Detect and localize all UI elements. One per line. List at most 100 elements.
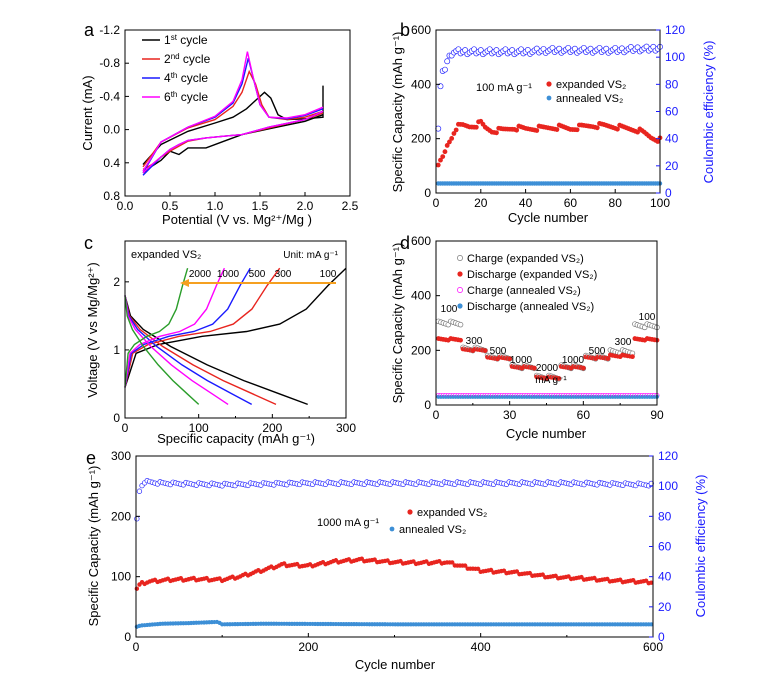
panel-c-rate-label: 1000 (217, 269, 240, 280)
panel-b-xtick-label: 40 (519, 196, 533, 210)
panel-d-xlabel: Cycle number (506, 426, 587, 441)
panel-d-ytick-label: 0 (424, 398, 431, 412)
panel-d-ytick-label: 600 (411, 234, 431, 248)
panel-d-rate-label: 100 (639, 312, 656, 323)
panel-d-rate-label: 300 (615, 337, 632, 348)
panel-a-xtick-label: 1.0 (207, 199, 224, 213)
expanded-capacity-point (649, 580, 654, 585)
cv-cathodic-1 (142, 114, 324, 174)
panel-e-y2tick-label: 120 (658, 449, 678, 463)
panel-b-ytick-label: 400 (411, 77, 431, 91)
panel-e-y2tick-label: 20 (658, 600, 672, 614)
discharge-curve-300 (124, 295, 277, 406)
discharge-curve-1000 (124, 295, 229, 405)
panel-d-rate-label: 1000 (562, 355, 585, 366)
expanded-capacity-point (494, 130, 499, 136)
panel-e-legend-annealed: annealed VS₂ (399, 524, 466, 536)
panel-d-legend-marker (457, 255, 463, 261)
panel-b-xtick-label: 60 (564, 196, 578, 210)
panel-c-xtick-label: 100 (189, 421, 209, 435)
legend-label-1: 1st cycle (164, 33, 208, 48)
panel-a-xtick-label: 2.5 (342, 199, 359, 213)
panel-e-xlabel: Cycle number (355, 657, 436, 672)
expanded-capacity-point (475, 566, 481, 571)
expanded-capacity-point (574, 127, 580, 133)
legend-rest: cycle (180, 52, 211, 66)
panel-e-rate-annotation: 1000 mA g⁻¹ (317, 517, 379, 529)
panel-c-letter: c (84, 233, 93, 253)
expanded-capacity-point (444, 143, 450, 148)
panel-b-y2tick-label: 20 (665, 159, 679, 173)
panel-d-legend-label: Charge (annealed VS₂) (467, 285, 581, 297)
discharge-expanded-point (630, 354, 635, 360)
panel-c-rate-label: 500 (249, 269, 266, 280)
discharge-expanded-point (507, 356, 513, 362)
panel-e-y2tick-label: 40 (658, 570, 672, 584)
panel-c-xtick-label: 0 (122, 421, 129, 435)
expanded-capacity-point (554, 127, 560, 132)
panel-e-y2tick-label: 0 (658, 630, 665, 644)
panel-a-ylabel: Current (mA) (80, 75, 95, 150)
expanded-capacity-point (440, 154, 446, 159)
panel-a-ytick-label: 0.0 (103, 123, 120, 137)
panel-c-rate-label: 100 (320, 269, 337, 280)
expanded-capacity-point (462, 563, 468, 568)
panel-b-y2label: Coulombic efficiency (%) (701, 41, 716, 184)
panel-d-ytick-label: 400 (411, 289, 431, 303)
panel-d-legend-marker (457, 271, 463, 277)
panel-a-ytick-label: -0.8 (99, 56, 120, 70)
panel-d-rate-label: 1000 (510, 355, 533, 366)
panel-e-ytick-label: 0 (124, 630, 131, 644)
panel-a-ytick-label: -1.2 (99, 23, 120, 37)
discharge-expanded-point (605, 356, 611, 361)
legend-marker-annealed (389, 526, 395, 532)
panel-d-legend-label: Charge (expanded VS₂) (467, 253, 584, 265)
ce-point (134, 516, 140, 522)
panel-b-ylabel: Specific Capacity (mAh g⁻¹) (390, 32, 405, 193)
charge-curve-2000 (124, 268, 189, 388)
legend-marker-expanded (407, 509, 413, 515)
panel-e-letter: e (86, 448, 96, 468)
expanded-capacity-point (447, 139, 452, 145)
expanded-capacity-point (615, 126, 620, 132)
panel-d-legend-marker (457, 287, 463, 293)
expanded-capacity-point (514, 127, 520, 133)
panel-e-legend-expanded: expanded VS₂ (417, 507, 487, 519)
panel-d-rate-label: 500 (490, 346, 507, 357)
legend-rest: cycle (177, 90, 208, 104)
expanded-capacity-point (527, 570, 532, 576)
legend-sup: nd (171, 52, 180, 61)
ce-point (437, 83, 444, 90)
panel-d-xtick-label: 90 (650, 408, 664, 422)
panel-e-y2tick-label: 100 (658, 479, 678, 493)
ce-point (442, 66, 448, 73)
panel-d-rate-label: 300 (466, 336, 483, 347)
panel-a-ytick-label: 0.4 (103, 156, 120, 170)
panel-c-xtick-label: 300 (336, 421, 356, 435)
annealed-capacity-point (649, 622, 654, 627)
legend-base: 6 (164, 90, 171, 104)
panel-d-xtick-label: 60 (577, 408, 591, 422)
panel-d-ytick-label: 200 (411, 343, 431, 357)
expanded-capacity-point (453, 127, 459, 133)
legend-label-2: 2nd cycle (164, 52, 211, 67)
discharge-curve-500 (124, 295, 253, 406)
panel-e-xtick-label: 600 (643, 640, 663, 654)
panel-b-y2tick-label: 60 (665, 105, 679, 119)
expanded-capacity-point (435, 162, 441, 168)
panel-a-letter: a (84, 20, 95, 40)
panel-a-xlabel: Potential (V vs. Mg²⁺/Mg ) (162, 212, 312, 227)
expanded-capacity-point (655, 139, 661, 144)
panel-b-y2tick-label: 100 (665, 50, 685, 64)
panel-d-legend-marker (457, 303, 463, 309)
panel-a-xtick-label: 0.5 (162, 199, 179, 213)
panel-b-xtick-label: 80 (609, 196, 623, 210)
legend-sup: th (171, 90, 178, 99)
panel-d-letter: d (400, 233, 410, 253)
discharge-curve-2000 (124, 295, 200, 405)
cv-anodic-2 (142, 69, 324, 168)
legend-base: 4 (164, 71, 171, 85)
panel-b-y2tick-label: 0 (665, 186, 672, 200)
panel-b-ytick-label: 200 (411, 132, 431, 146)
charge-curve-1000 (124, 267, 226, 388)
